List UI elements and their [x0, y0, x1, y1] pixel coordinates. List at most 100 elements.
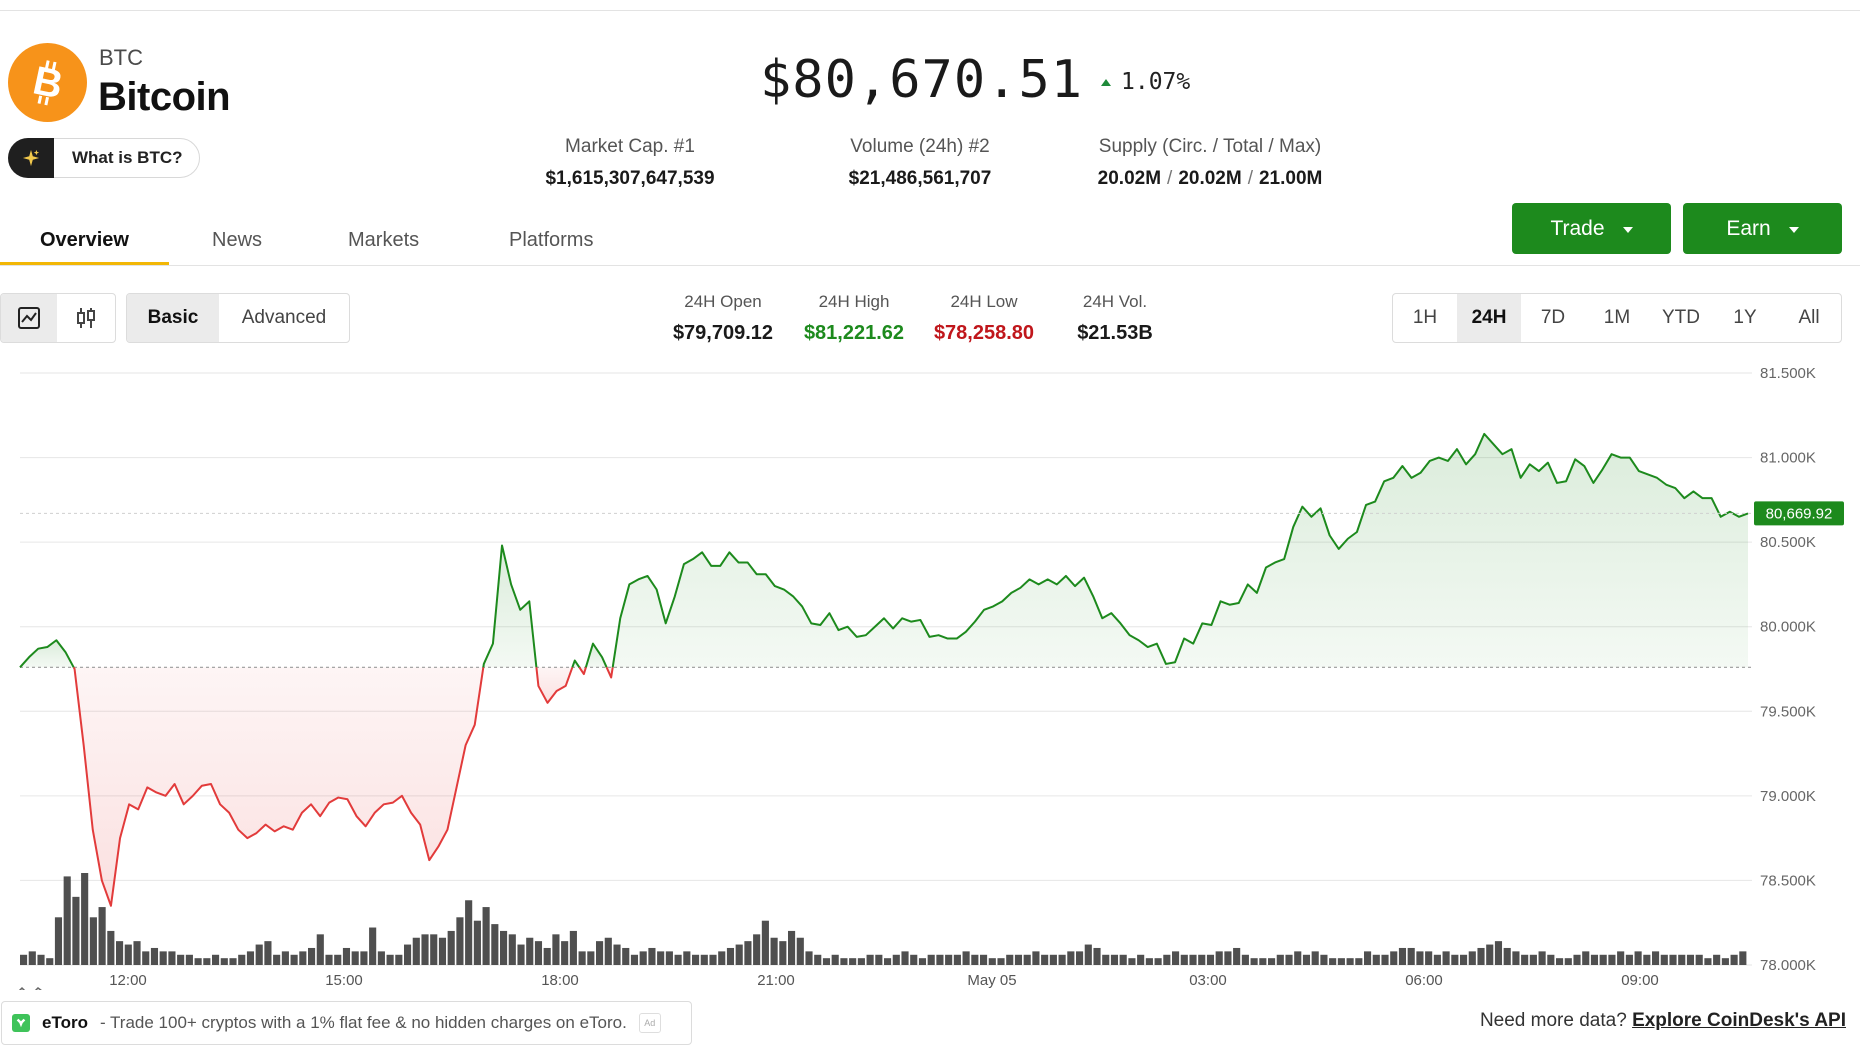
- volume-bar: [1067, 951, 1075, 965]
- volume-bar: [1582, 951, 1590, 965]
- volume-bar: [1294, 951, 1302, 965]
- price-line-down: [535, 666, 574, 704]
- tab-overview[interactable]: Overview: [40, 229, 129, 251]
- volume-bar: [1250, 958, 1258, 965]
- section-tabs: Overview News Markets Platforms: [0, 213, 1860, 266]
- volume-bar: [805, 951, 813, 965]
- volume-bar: [1468, 951, 1476, 965]
- volume-bar: [28, 951, 36, 965]
- volume-bar: [997, 958, 1005, 965]
- volume-bar: [1311, 951, 1319, 965]
- price-chart[interactable]: 81.500K 81.000K 80.500K 80.000K 79.500K 79.00…: [0, 360, 1860, 990]
- volume-bar: [709, 954, 717, 965]
- coin-symbol: BTC: [99, 45, 143, 70]
- volume-bar: [465, 900, 473, 965]
- volume-bar: [1084, 944, 1092, 965]
- price-line-down: [578, 666, 587, 676]
- high-label: 24H High: [818, 292, 890, 311]
- volume-bar: [212, 954, 220, 965]
- more-data-note: Need more data? Explore CoinDesk's API: [1480, 1010, 1846, 1032]
- volume-bar: [849, 958, 857, 965]
- volume-bar: [918, 958, 927, 965]
- volume-bar: [1337, 958, 1345, 965]
- volume-bar: [168, 951, 176, 965]
- volume-bar: [369, 927, 377, 965]
- range-all-button[interactable]: All: [1798, 307, 1820, 328]
- volume-bar: [1206, 954, 1215, 965]
- range-24h-button[interactable]: 24H: [1457, 294, 1521, 342]
- volume-bar: [185, 954, 193, 965]
- what-is-btc-label: What is BTC?: [72, 148, 183, 167]
- volume-bar: [1041, 954, 1049, 965]
- volume-bar: [412, 937, 420, 965]
- price-line-down: [72, 666, 485, 907]
- range-1y-button[interactable]: 1Y: [1733, 307, 1757, 328]
- volume-bar: [561, 941, 569, 965]
- volume-bar: [639, 951, 647, 965]
- tab-markets[interactable]: Markets: [348, 229, 420, 251]
- price-line-down: [605, 666, 614, 679]
- explore-api-link[interactable]: Explore CoinDesk's API: [1632, 1010, 1846, 1031]
- volume-bar: [892, 954, 900, 965]
- volume-bar: [1241, 954, 1249, 965]
- high-stat: 24H High $81,221.62: [794, 292, 914, 345]
- volume-bar: [54, 917, 63, 965]
- volume-bar: [290, 954, 298, 965]
- volume-bar: [1163, 954, 1171, 965]
- tab-news[interactable]: News: [212, 229, 263, 251]
- volume-bar: [81, 873, 89, 965]
- volume-bar: [220, 958, 228, 965]
- volume-bar: [325, 954, 333, 965]
- volume-bar: [779, 941, 787, 965]
- volume-bar: [246, 951, 255, 965]
- volume-bar: [1145, 958, 1153, 965]
- volume24-value: $21.53B: [1077, 322, 1153, 344]
- volume-bar: [822, 958, 831, 965]
- volume24-stat: 24H Vol. $21.53B: [1056, 292, 1174, 345]
- volume-bar: [404, 944, 412, 965]
- volume-bar: [1442, 951, 1450, 965]
- range-7d-button[interactable]: 7D: [1540, 307, 1566, 328]
- volume-bar: [744, 941, 752, 965]
- volume-bar: [622, 947, 630, 965]
- price-change-percent: 1.07%: [1121, 69, 1191, 95]
- what-is-btc-button[interactable]: What is BTC?: [8, 138, 200, 178]
- bitcoin-logo-icon: B: [8, 43, 87, 122]
- volume-bar: [1686, 954, 1695, 965]
- sponsored-banner[interactable]: eToro - Trade 100+ cryptos with a 1% fla…: [1, 1001, 692, 1045]
- volume-bar: [150, 947, 159, 965]
- trade-button[interactable]: Trade: [1512, 203, 1671, 254]
- volume-bar: [648, 947, 656, 965]
- range-1m-button[interactable]: 1M: [1603, 307, 1631, 328]
- volume-bar: [1678, 954, 1686, 965]
- earn-button[interactable]: Earn: [1683, 203, 1842, 254]
- price-area-down: [73, 667, 484, 906]
- volume-bar: [613, 944, 621, 965]
- volume-bar: [962, 951, 970, 965]
- volume-bar: [1119, 954, 1127, 965]
- etoro-logo-icon: [12, 1014, 30, 1032]
- volume-bar: [194, 958, 202, 965]
- volume-bar: [1433, 954, 1441, 965]
- ad-text: - Trade 100+ cryptos with a 1% flat fee …: [99, 1013, 627, 1032]
- volume-bar: [526, 937, 534, 965]
- basic-view-button[interactable]: Basic: [127, 294, 219, 342]
- tab-platforms[interactable]: Platforms: [509, 229, 594, 251]
- candlestick-chart-button[interactable]: [57, 294, 115, 342]
- line-chart-button[interactable]: [1, 294, 57, 342]
- volume-bar: [735, 944, 743, 965]
- volume-bar: [552, 934, 560, 965]
- open-value: $79,709.12: [672, 322, 774, 344]
- range-1h-button[interactable]: 1H: [1412, 307, 1438, 328]
- volume-bar: [229, 958, 237, 965]
- advanced-view-button[interactable]: Advanced: [241, 307, 327, 328]
- range-ytd-button[interactable]: YTD: [1662, 307, 1700, 328]
- volume-bar: [657, 951, 665, 965]
- volume-bar: [1110, 954, 1119, 965]
- volume-bar: [395, 954, 403, 965]
- volume-bar: [386, 954, 394, 965]
- volume-bar: [761, 920, 769, 965]
- volume-bar: [901, 951, 909, 965]
- volume-bar: [875, 954, 883, 965]
- supply-total: 20.02M: [1178, 168, 1242, 189]
